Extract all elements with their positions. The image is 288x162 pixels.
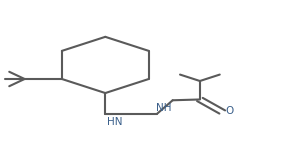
Text: NH: NH (156, 103, 171, 113)
Text: HN: HN (107, 117, 122, 127)
Text: O: O (226, 106, 234, 116)
